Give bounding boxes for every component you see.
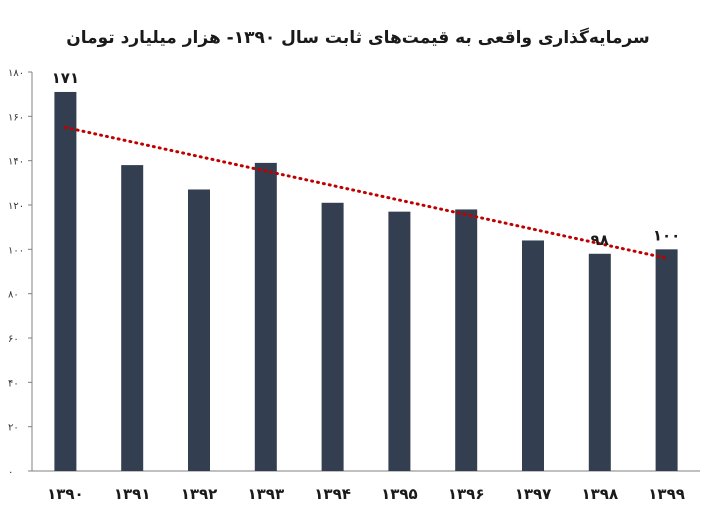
- y-tick-label: ۱۶۰: [8, 112, 24, 123]
- bar: [522, 240, 544, 471]
- data-label: ۹۸: [591, 231, 609, 249]
- x-tick-label: ۱۳۹۷: [515, 485, 552, 503]
- bar: [388, 211, 411, 471]
- data-label: ۱۷۱: [52, 69, 79, 87]
- bar: [655, 249, 678, 471]
- x-tick-label: ۱۳۹۱: [114, 485, 151, 503]
- chart-title: سرمایه‌گذاری واقعی به قیمت‌های ثابت سال …: [66, 28, 650, 48]
- y-tick-label: ۱۸۰: [8, 68, 24, 79]
- bar: [188, 189, 210, 471]
- x-tick-label: ۱۳۹۰: [47, 485, 84, 503]
- y-axis: ۰ ۲۰ ۴۰ ۶۰ ۸۰ ۱۰۰ ۱۲۰ ۱۴۰ ۱۶۰ ۱۸۰: [8, 68, 33, 478]
- x-tick-label: ۱۳۹۲: [181, 485, 218, 503]
- data-labels: ۱۷۱ ۹۸ ۱۰۰: [52, 69, 681, 249]
- y-tick-label: ۰: [8, 467, 13, 478]
- y-tick-label: ۶۰: [8, 334, 19, 345]
- y-tick-label: ۱۰۰: [8, 245, 24, 256]
- bar: [54, 91, 77, 471]
- y-tick-label: ۱۲۰: [8, 201, 24, 212]
- bar: [455, 209, 478, 471]
- bar: [121, 165, 144, 471]
- x-tick-label: ۱۳۹۴: [314, 485, 351, 503]
- bars: [54, 91, 678, 472]
- x-tick-label: ۱۳۹۸: [581, 485, 618, 503]
- y-tick-label: ۴۰: [8, 378, 19, 389]
- x-tick-label: ۱۳۹۵: [381, 485, 418, 503]
- x-tick-label: ۱۳۹۹: [648, 485, 685, 503]
- x-tick-label: ۱۳۹۶: [448, 485, 485, 503]
- y-tick-label: ۱۴۰: [8, 157, 24, 168]
- y-tick-label: ۲۰: [8, 423, 19, 434]
- y-tick-label: ۸۰: [8, 290, 19, 301]
- trendline-group: [63, 125, 669, 260]
- bar: [321, 202, 344, 472]
- data-label: ۱۰۰: [653, 226, 680, 244]
- bar: [254, 162, 277, 471]
- trendline: [63, 125, 669, 260]
- bar: [588, 253, 611, 471]
- x-tick-label: ۱۳۹۳: [247, 485, 284, 503]
- x-axis: ۱۳۹۰ ۱۳۹۱ ۱۳۹۲ ۱۳۹۳ ۱۳۹۴ ۱۳۹۵ ۱۳۹۶ ۱۳۹۷ ۱۳۹۸ ۱۳۹۹: [32, 470, 700, 503]
